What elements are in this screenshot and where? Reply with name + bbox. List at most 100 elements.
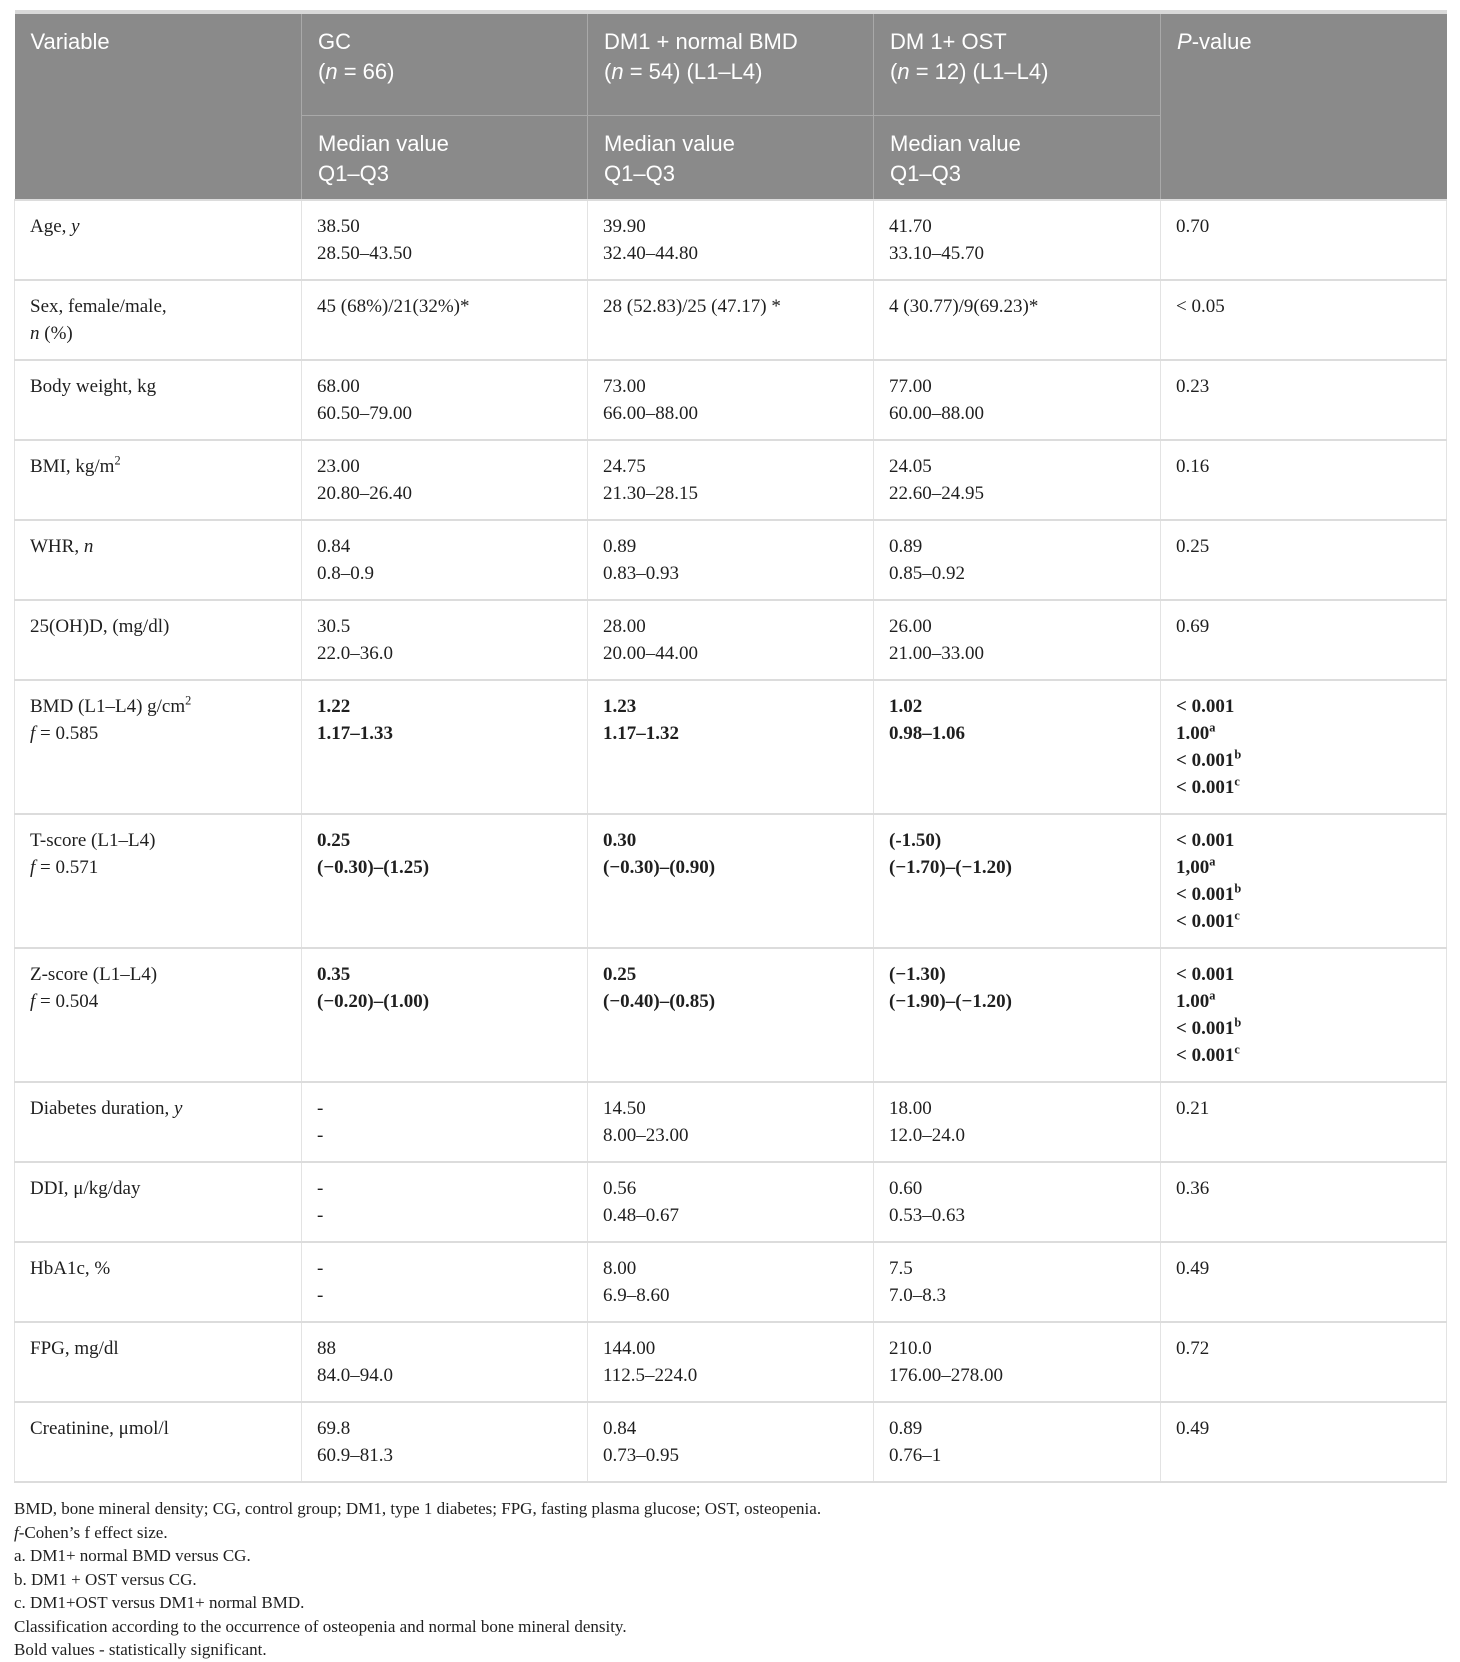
table-row: Body weight, kg 68.00 60.50–79.00 73.00 66.0… — [14, 359, 1447, 440]
pvalue-cell: 0.25 — [1160, 519, 1447, 600]
value-cell: 45 (68%)/21(32%)* — [301, 279, 588, 360]
value-cell: 23.00 20.80–26.40 — [301, 439, 588, 520]
table-row: Sex, female/male, n (%) 45 (68%)/21(32%)* 2… — [14, 279, 1447, 360]
value-cell: 18.00 12.0–24.0 — [873, 1081, 1161, 1162]
subheader-dm1-normal-bmd: Median value Q1–Q3 — [587, 115, 874, 200]
q1-q3-label: Q1–Q3 — [318, 161, 389, 186]
value-cell: 4 (30.77)/9(69.23)* — [873, 279, 1161, 360]
table-row: DDI, μ/kg/day - -0.56 0.48–0.67 0.60 0.53–0.6… — [14, 1161, 1447, 1242]
value-cell: (-1.50) (−1.70)–(−1.20) — [873, 813, 1161, 948]
group-title: GC — [318, 29, 351, 54]
pvalue-cell: 0.23 — [1160, 359, 1447, 440]
stats-table: Variable GC (n = 66) DM1 + normal BMD (n… — [14, 10, 1447, 1483]
table-header: Variable GC (n = 66) DM1 + normal BMD (n… — [14, 10, 1447, 200]
table-row: Z-score (L1–L4) f = 0.504 0.35 (−0.20)–(1.0… — [14, 947, 1447, 1082]
table-row: Creatinine, μmol/l 69.8 60.9–81.3 0.84 0.73–… — [14, 1401, 1447, 1483]
subheader-dm1-ost: Median value Q1–Q3 — [873, 115, 1161, 200]
variable-cell: 25(OH)D, (mg/dl) — [14, 599, 302, 680]
table-body: Age, y 38.50 28.50–43.50 39.90 32.40–44.80 41… — [14, 199, 1447, 1483]
value-cell: 28.00 20.00–44.00 — [587, 599, 874, 680]
col-header-pvalue: P-value — [1160, 10, 1447, 200]
value-cell: 0.89 0.76–1 — [873, 1401, 1161, 1483]
pvalue-cell: 0.36 — [1160, 1161, 1447, 1242]
table-row: T-score (L1–L4) f = 0.571 0.25 (−0.30)–(1.2… — [14, 813, 1447, 948]
pvalue-cell: < 0.001 1.00a < 0.001b < 0.001c — [1160, 679, 1447, 814]
subheader-gc: Median value Q1–Q3 — [301, 115, 588, 200]
value-cell: 210.0 176.00–278.00 — [873, 1321, 1161, 1402]
value-cell: -- — [301, 1081, 588, 1162]
value-cell: 26.00 21.00–33.00 — [873, 599, 1161, 680]
pvalue-cell: 0.21 — [1160, 1081, 1447, 1162]
q1-q3-label: Q1–Q3 — [890, 161, 961, 186]
value-cell: 88 84.0–94.0 — [301, 1321, 588, 1402]
table-row: Diabetes duration, y - -14.50 8.00–23.00 18.… — [14, 1081, 1447, 1162]
variable-cell: FPG, mg/dl — [14, 1321, 302, 1402]
variable-cell: BMD (L1–L4) g/cm2 f = 0.585 — [14, 679, 302, 814]
footnote-line: f-Cohen’s f effect size. — [14, 1522, 168, 1542]
footnote-line: c. DM1+OST versus DM1+ normal BMD. — [14, 1593, 305, 1612]
pvalue-cell: < 0.05 — [1160, 279, 1447, 360]
value-cell: 69.8 60.9–81.3 — [301, 1401, 588, 1483]
variable-cell: Sex, female/male, n (%) — [14, 279, 302, 360]
table-row: FPG, mg/dl 88 84.0–94.0 144.00 112.5–224.0 21… — [14, 1321, 1447, 1402]
table-row: BMI, kg/m2 23.00 20.80–26.40 24.75 21.30–28.… — [14, 439, 1447, 520]
value-cell: 0.84 0.8–0.9 — [301, 519, 588, 600]
value-cell: 39.90 32.40–44.80 — [587, 199, 874, 280]
value-cell: 0.25 (−0.30)–(1.25) — [301, 813, 588, 948]
value-cell: 0.56 0.48–0.67 — [587, 1161, 874, 1242]
footnotes: BMD, bone mineral density; CG, control g… — [14, 1497, 1446, 1662]
pvalue-cell: < 0.001 1,00a < 0.001b < 0.001c — [1160, 813, 1447, 948]
variable-header-label: Variable — [30, 29, 110, 54]
table-row: 25(OH)D, (mg/dl) 30.5 22.0–36.0 28.00 20.00–… — [14, 599, 1447, 680]
table-row: HbA1c, % - -8.00 6.9–8.60 7.5 7.0–8.3 0.49 — [14, 1241, 1447, 1322]
group-title: DM1 + normal BMD — [604, 29, 798, 54]
col-header-gc: GC (n = 66) — [301, 10, 588, 116]
variable-cell: DDI, μ/kg/day — [14, 1161, 302, 1242]
group-subtitle: (n = 66) — [318, 59, 395, 84]
value-cell: 0.35 (−0.20)–(1.00) — [301, 947, 588, 1082]
pvalue-cell: 0.72 — [1160, 1321, 1447, 1402]
value-cell: (−1.30) (−1.90)–(−1.20) — [873, 947, 1161, 1082]
table-row: Age, y 38.50 28.50–43.50 39.90 32.40–44.80 41… — [14, 199, 1447, 280]
pvalue-cell: 0.69 — [1160, 599, 1447, 680]
footnote-line: Classification according to the occurren… — [14, 1616, 627, 1636]
footnote-line: BMD, bone mineral density; CG, control g… — [14, 1499, 822, 1518]
variable-cell: Body weight, kg — [14, 359, 302, 440]
value-cell: 30.5 22.0–36.0 — [301, 599, 588, 680]
footnote-line: Bold values - statistically significant. — [14, 1640, 267, 1659]
pvalue-cell: 0.70 — [1160, 199, 1447, 280]
value-cell: 1.22 1.17–1.33 — [301, 679, 588, 814]
pvalue-cell: 0.49 — [1160, 1401, 1447, 1483]
value-cell: 144.00 112.5–224.0 — [587, 1321, 874, 1402]
value-cell: 24.75 21.30–28.15 — [587, 439, 874, 520]
variable-cell: Z-score (L1–L4) f = 0.504 — [14, 947, 302, 1082]
value-cell: 24.05 22.60–24.95 — [873, 439, 1161, 520]
q1-q3-label: Q1–Q3 — [604, 161, 675, 186]
variable-cell: HbA1c, % — [14, 1241, 302, 1322]
col-header-dm1-normal-bmd: DM1 + normal BMD (n = 54) (L1–L4) — [587, 10, 874, 116]
value-cell: 1.02 0.98–1.06 — [873, 679, 1161, 814]
pvalue-cell: 0.16 — [1160, 439, 1447, 520]
col-header-variable: Variable — [14, 10, 302, 200]
pvalue-header-label: P-value — [1177, 29, 1252, 54]
value-cell: 1.23 1.17–1.32 — [587, 679, 874, 814]
variable-cell: Diabetes duration, y — [14, 1081, 302, 1162]
footnote-line: a. DM1+ normal BMD versus CG. — [14, 1546, 251, 1565]
median-label: Median value — [604, 131, 735, 156]
variable-cell: Creatinine, μmol/l — [14, 1401, 302, 1483]
pvalue-cell: 0.49 — [1160, 1241, 1447, 1322]
value-cell: 8.00 6.9–8.60 — [587, 1241, 874, 1322]
value-cell: 41.70 33.10–45.70 — [873, 199, 1161, 280]
value-cell: 0.60 0.53–0.63 — [873, 1161, 1161, 1242]
value-cell: 68.00 60.50–79.00 — [301, 359, 588, 440]
footnote-line: b. DM1 + OST versus CG. — [14, 1569, 197, 1589]
value-cell: 0.89 0.83–0.93 — [587, 519, 874, 600]
col-header-dm1-ost: DM 1+ OST (n = 12) (L1–L4) — [873, 10, 1161, 116]
variable-cell: Age, y — [14, 199, 302, 280]
value-cell: 28 (52.83)/25 (47.17) * — [587, 279, 874, 360]
table-row: BMD (L1–L4) g/cm2 f = 0.585 1.22 1.17–1.33 1… — [14, 679, 1447, 814]
group-subtitle: (n = 54) (L1–L4) — [604, 59, 763, 84]
value-cell: 0.84 0.73–0.95 — [587, 1401, 874, 1483]
value-cell: 7.5 7.0–8.3 — [873, 1241, 1161, 1322]
